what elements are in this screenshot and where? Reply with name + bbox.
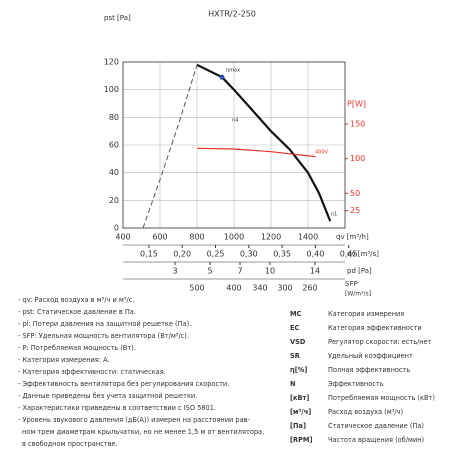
table-desc: Удельный коэффициент [328,352,413,360]
pd-tick-label: 14 [310,267,320,276]
qs-tick-label: 0,15 [140,250,158,259]
table-abbr: [RPM] [290,436,313,444]
sfp-axis-label: SFP [345,280,358,288]
pd-tick-label: 3 [172,267,177,276]
y-tick-label: 40 [109,168,119,177]
table-abbr: VSD [290,338,306,346]
note-line: в свободном пространстве. [22,440,118,448]
pd-tick-label: 5 [207,267,212,276]
table-abbr: η[%] [290,366,307,374]
x-tick-label: 400 [115,233,130,242]
table-desc: Эффективность [328,380,384,388]
table-desc: Регулятор скорости: есть/нет [328,338,432,346]
y2-tick-label: 100 [350,154,365,163]
series-line [196,147,316,158]
qs-axis-label: qv [m³/s] [347,250,379,258]
point [219,74,225,80]
table-desc: Категория измерения [328,310,404,318]
x-tick-label: 1200 [261,233,281,242]
qs-tick-label: 0,25 [207,250,225,259]
pd-tick-label: 10 [265,267,275,276]
y-tick-label: 20 [109,196,119,205]
table-abbr: N [290,380,296,388]
qs-tick-label: 0,35 [273,250,291,259]
x-tick-label: 1000 [224,233,244,242]
series-line [196,63,332,222]
table-abbr: [Па] [290,422,306,430]
annotation: n1 [331,212,337,218]
note-line: - Эффективность вентилятора без регулиро… [18,380,229,388]
pd-tick-label: 7 [237,267,242,276]
note-line: - pl: Потери давления на защитной решетк… [18,320,191,328]
note-line: - P: Потребляемая мощность (Вт). [18,344,136,352]
table-desc: Статическое давление (Па) [328,422,424,430]
sfp-tick-label: 500 [189,284,204,293]
x-tick-label: 600 [152,233,167,242]
series-line [142,64,198,229]
y2-tick-label: 150 [350,120,365,129]
sfp-tick-label: 300 [277,284,292,293]
x-tick-label: 1400 [298,233,318,242]
sfp-tick-label: 260 [302,284,317,293]
annotation: 400V [315,150,329,156]
table-desc: Потребляемая мощность (кВт) [328,394,435,402]
annotation: ηmax [226,68,240,74]
table-desc: Расход воздуха (м³/ч) [328,408,403,416]
sfp-tick-label: 340 [252,284,267,293]
chart-title: HXTR/2-250 [208,10,256,19]
note-line: - Данные приведены без учета защитной ре… [18,392,197,400]
y2-tick-label: 25 [350,206,360,215]
note-line: ном трем диаметрам крыльчатки, но не мен… [22,428,264,436]
y-tick-label: 120 [104,58,119,67]
y2-tick-label: 50 [350,189,360,198]
table-desc: Категория эффективности [328,324,422,332]
pd-axis-label: pd [Pa] [347,267,372,275]
plot-frame [122,61,346,229]
table-desc: Частота вращения (об/мин) [328,436,424,444]
note-line: - pst: Статическое давление в Па. [18,308,136,316]
note-line: - Категория эффективности: статическая. [18,368,166,376]
table-desc: Полная эффективность [328,366,410,374]
x-axis-label: qv [m³/h] [336,233,369,241]
table-abbr: SR [290,352,300,360]
note-line: - Категория измерения: А. [18,356,110,364]
table-abbr: MC [290,310,302,318]
y-tick-label: 100 [104,85,119,94]
qs-tick-label: 0,20 [173,250,191,259]
qs-tick-label: 0,30 [240,250,258,259]
note-line: - Характеристики приведены в соответстви… [18,404,216,412]
sfp-axis-unit: [W/m³/s] [345,291,371,298]
y-axis-label: pst [Pa] [104,14,131,22]
table-abbr: EC [290,324,300,332]
sfp-tick-label: 400 [226,284,241,293]
qs-tick-label: 0,40 [306,250,324,259]
y-tick-label: 0 [114,224,119,233]
note-line: - SFP: Удельная мощность вентилятора (Вт… [18,332,189,340]
note-line: - qv: Расход воздуха в м³/ч и м³/с. [18,296,134,304]
x-tick-label: 800 [189,233,204,242]
y-tick-label: 80 [109,113,119,122]
y-tick-label: 60 [109,141,119,150]
table-abbr: [м³/ч] [290,408,311,416]
note-line: - Уровень звукового давления (дБ(А)) изм… [18,416,250,424]
table-abbr: [кВт] [290,394,309,402]
y2-axis-label: P[W] [347,100,366,109]
qs-tick-label: 0,45 [340,250,358,259]
annotation: n4 [232,118,238,124]
